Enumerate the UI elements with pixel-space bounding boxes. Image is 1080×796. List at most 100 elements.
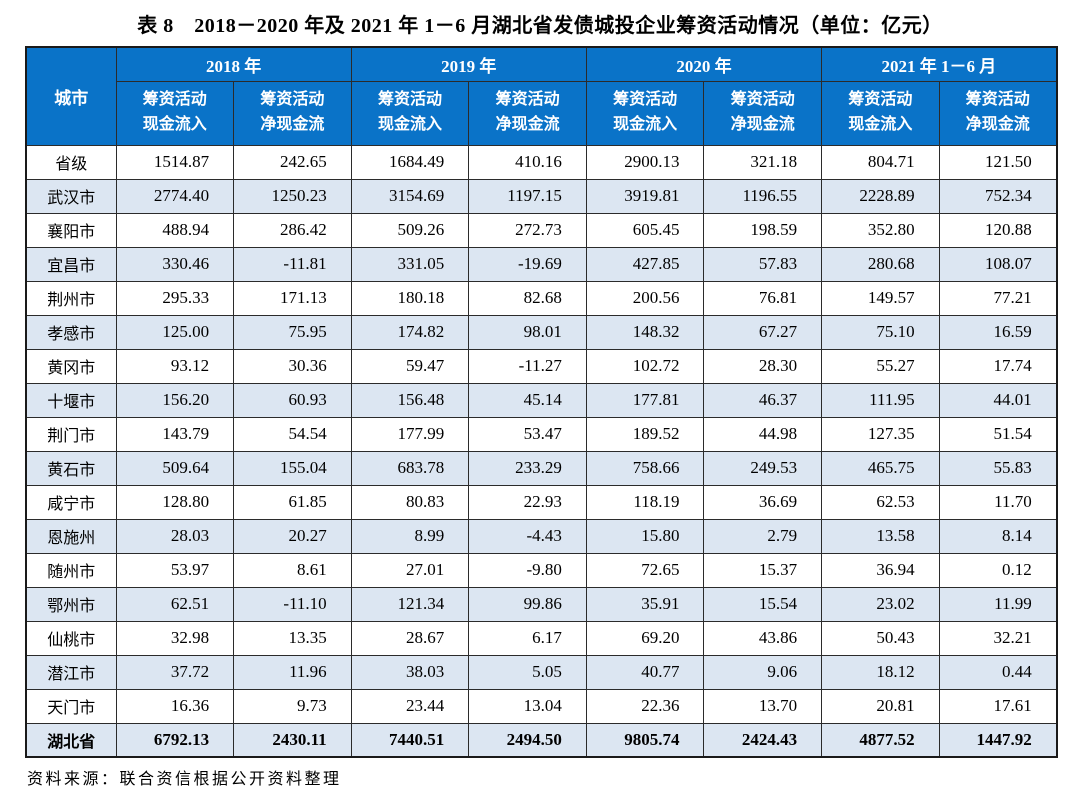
value-cell: 50.43 [821, 620, 940, 656]
value-cell: 2774.40 [115, 178, 235, 214]
value-cell: 427.85 [585, 246, 705, 282]
value-cell: 59.47 [350, 348, 470, 384]
value-cell: 16.59 [938, 314, 1058, 350]
table-row: 宜昌市 330.46 -11.81 331.05 -19.69 427.85 57.83 28… [25, 246, 1058, 282]
value-cell: 55.83 [938, 450, 1058, 486]
value-cell: 36.94 [821, 552, 940, 588]
value-cell: 121.50 [938, 144, 1058, 180]
table-row: 省级 1514.87 242.65 1684.49 410.16 2900.13 321.1… [25, 144, 1058, 180]
value-cell: 509.26 [350, 212, 470, 248]
table-body: 省级 1514.87 242.65 1684.49 410.16 2900.13 321.1… [25, 144, 1058, 758]
value-cell: 1514.87 [115, 144, 235, 180]
value-cell: 40.77 [585, 654, 705, 690]
value-cell: 13.58 [821, 518, 940, 554]
value-cell: 44.01 [938, 382, 1058, 418]
value-cell: 23.02 [821, 586, 940, 622]
value-cell: 200.56 [585, 280, 705, 316]
value-cell: 28.30 [703, 348, 823, 384]
value-cell: 36.69 [703, 484, 823, 520]
value-cell: 15.80 [585, 518, 705, 554]
value-cell: 198.59 [703, 212, 823, 248]
value-cell: 98.01 [468, 314, 587, 350]
value-cell: 321.18 [703, 144, 823, 180]
value-cell: 15.37 [703, 552, 823, 588]
subheader-net-cashflow-2020: 筹资活动 净现金流 [703, 80, 823, 146]
value-cell: 62.51 [115, 586, 235, 622]
value-cell: 3154.69 [350, 178, 470, 214]
value-cell: 128.80 [115, 484, 235, 520]
value-cell: 8.61 [233, 552, 352, 588]
value-cell: 77.21 [938, 280, 1058, 316]
value-cell: 488.94 [115, 212, 235, 248]
value-cell: 27.01 [350, 552, 470, 588]
table-row: 恩施州 28.03 20.27 8.99 -4.43 15.80 2.79 13.58 8.14 [25, 518, 1058, 554]
table-row: 湖北省 6792.13 2430.11 7440.51 2494.50 9805.74 24… [25, 722, 1058, 758]
value-cell: 28.03 [115, 518, 235, 554]
value-cell: 295.33 [115, 280, 235, 316]
city-cell: 仙桃市 [25, 620, 117, 656]
city-cell: 恩施州 [25, 518, 117, 554]
value-cell: 1447.92 [938, 722, 1058, 758]
city-cell: 荆州市 [25, 280, 117, 316]
value-cell: 5.05 [468, 654, 587, 690]
value-cell: 37.72 [115, 654, 235, 690]
value-cell: 2424.43 [703, 722, 823, 758]
value-cell: 120.88 [938, 212, 1058, 248]
value-cell: 249.53 [703, 450, 823, 486]
value-cell: 108.07 [938, 246, 1058, 282]
city-cell: 荆门市 [25, 416, 117, 452]
city-cell: 鄂州市 [25, 586, 117, 622]
year-group-header-2021: 2021 年 1－6 月 [821, 46, 1058, 82]
table-row: 孝感市 125.00 75.95 174.82 98.01 148.32 67.27 75.1… [25, 314, 1058, 350]
value-cell: 38.03 [350, 654, 470, 690]
table-row: 仙桃市 32.98 13.35 28.67 6.17 69.20 43.86 50.43 32.… [25, 620, 1058, 656]
value-cell: 8.14 [938, 518, 1058, 554]
value-cell: 174.82 [350, 314, 470, 350]
table-header: 城市 2018 年 2019 年 2020 年 2021 年 1－6 月 筹资活… [25, 46, 1058, 146]
value-cell: 13.04 [468, 688, 587, 724]
value-cell: 75.95 [233, 314, 352, 350]
year-group-header-2019: 2019 年 [350, 46, 587, 82]
value-cell: 51.54 [938, 416, 1058, 452]
value-cell: 20.81 [821, 688, 940, 724]
value-cell: 2.79 [703, 518, 823, 554]
value-cell: 2494.50 [468, 722, 587, 758]
city-cell: 黄冈市 [25, 348, 117, 384]
value-cell: 11.70 [938, 484, 1058, 520]
subheader-cash-inflow-2018: 筹资活动 现金流入 [115, 80, 235, 146]
value-cell: 177.81 [585, 382, 705, 418]
table-row: 荆门市 143.79 54.54 177.99 53.47 189.52 44.98 127.… [25, 416, 1058, 452]
value-cell: 465.75 [821, 450, 940, 486]
city-cell: 随州市 [25, 552, 117, 588]
table-row: 黄冈市 93.12 30.36 59.47 -11.27 102.72 28.30 55.27… [25, 348, 1058, 384]
value-cell: 61.85 [233, 484, 352, 520]
subheader-cash-inflow-2019: 筹资活动 现金流入 [350, 80, 470, 146]
value-cell: -11.81 [233, 246, 352, 282]
table-row: 黄石市 509.64 155.04 683.78 233.29 758.66 249.53 4… [25, 450, 1058, 486]
value-cell: 1684.49 [350, 144, 470, 180]
value-cell: 352.80 [821, 212, 940, 248]
value-cell: 171.13 [233, 280, 352, 316]
value-cell: 233.29 [468, 450, 587, 486]
value-cell: 6792.13 [115, 722, 235, 758]
value-cell: 149.57 [821, 280, 940, 316]
value-cell: 804.71 [821, 144, 940, 180]
source-note: 资料来源：联合资信根据公开资料整理 [27, 771, 342, 788]
value-cell: 32.21 [938, 620, 1058, 656]
table-title: 表 8 2018－2020 年及 2021 年 1－6 月湖北省发债城投企业筹资… [137, 15, 943, 37]
value-cell: 2228.89 [821, 178, 940, 214]
value-cell: 72.65 [585, 552, 705, 588]
value-cell: -9.80 [468, 552, 587, 588]
value-cell: 17.61 [938, 688, 1058, 724]
value-cell: 1250.23 [233, 178, 352, 214]
city-cell: 省级 [25, 144, 117, 180]
value-cell: 9805.74 [585, 722, 705, 758]
value-cell: -19.69 [468, 246, 587, 282]
value-cell: 189.52 [585, 416, 705, 452]
value-cell: 1197.15 [468, 178, 587, 214]
value-cell: 280.68 [821, 246, 940, 282]
value-cell: 143.79 [115, 416, 235, 452]
value-cell: 75.10 [821, 314, 940, 350]
value-cell: 118.19 [585, 484, 705, 520]
